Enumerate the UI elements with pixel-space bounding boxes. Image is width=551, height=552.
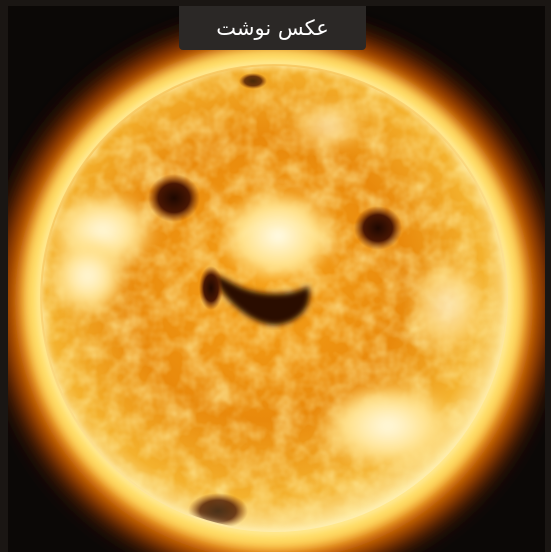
sun-photo — [8, 6, 545, 552]
caption-text: عکس نوشت — [216, 15, 329, 40]
caption-badge: عکس نوشت — [179, 6, 366, 50]
sun-corona-photo-icon — [8, 6, 545, 552]
